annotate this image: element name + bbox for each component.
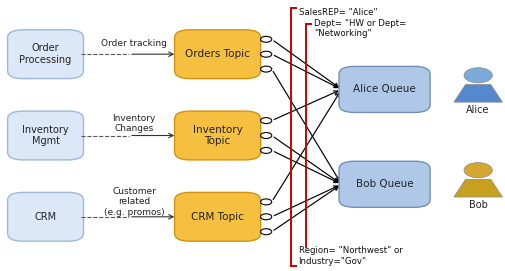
FancyBboxPatch shape <box>8 111 83 160</box>
FancyBboxPatch shape <box>8 30 83 79</box>
Circle shape <box>260 36 271 42</box>
Text: Order tracking: Order tracking <box>101 39 167 48</box>
Circle shape <box>260 118 271 124</box>
Circle shape <box>260 199 271 205</box>
Text: SalesREP= "Alice": SalesREP= "Alice" <box>298 8 376 17</box>
Circle shape <box>463 68 491 83</box>
Circle shape <box>260 229 271 235</box>
FancyBboxPatch shape <box>174 111 260 160</box>
FancyBboxPatch shape <box>174 30 260 79</box>
Text: Bob: Bob <box>468 200 487 209</box>
FancyBboxPatch shape <box>174 192 260 241</box>
Circle shape <box>260 66 271 72</box>
FancyBboxPatch shape <box>338 66 429 112</box>
Text: CRM Topic: CRM Topic <box>191 212 243 222</box>
Polygon shape <box>453 179 501 197</box>
Text: Customer
related
(e.g. promos): Customer related (e.g. promos) <box>104 187 164 217</box>
Text: Inventory
Mgmt: Inventory Mgmt <box>22 125 69 146</box>
Circle shape <box>463 163 491 178</box>
Polygon shape <box>453 85 501 102</box>
Text: Order
Processing: Order Processing <box>19 43 72 65</box>
Circle shape <box>260 147 271 153</box>
Text: Alice: Alice <box>466 105 489 115</box>
Text: Inventory
Changes: Inventory Changes <box>112 114 156 133</box>
FancyBboxPatch shape <box>8 192 83 241</box>
Text: Inventory
Topic: Inventory Topic <box>192 125 242 146</box>
Text: Region= "Northwest" or
Industry="Gov": Region= "Northwest" or Industry="Gov" <box>298 246 401 266</box>
Circle shape <box>260 133 271 138</box>
Text: Bob Queue: Bob Queue <box>355 179 413 189</box>
Text: Dept= "HW or Dept=
"Networking": Dept= "HW or Dept= "Networking" <box>313 19 406 38</box>
Text: Alice Queue: Alice Queue <box>352 85 415 94</box>
Circle shape <box>260 214 271 220</box>
Circle shape <box>260 51 271 57</box>
Text: Orders Topic: Orders Topic <box>185 49 249 59</box>
Text: CRM: CRM <box>34 212 57 222</box>
FancyBboxPatch shape <box>338 161 429 207</box>
